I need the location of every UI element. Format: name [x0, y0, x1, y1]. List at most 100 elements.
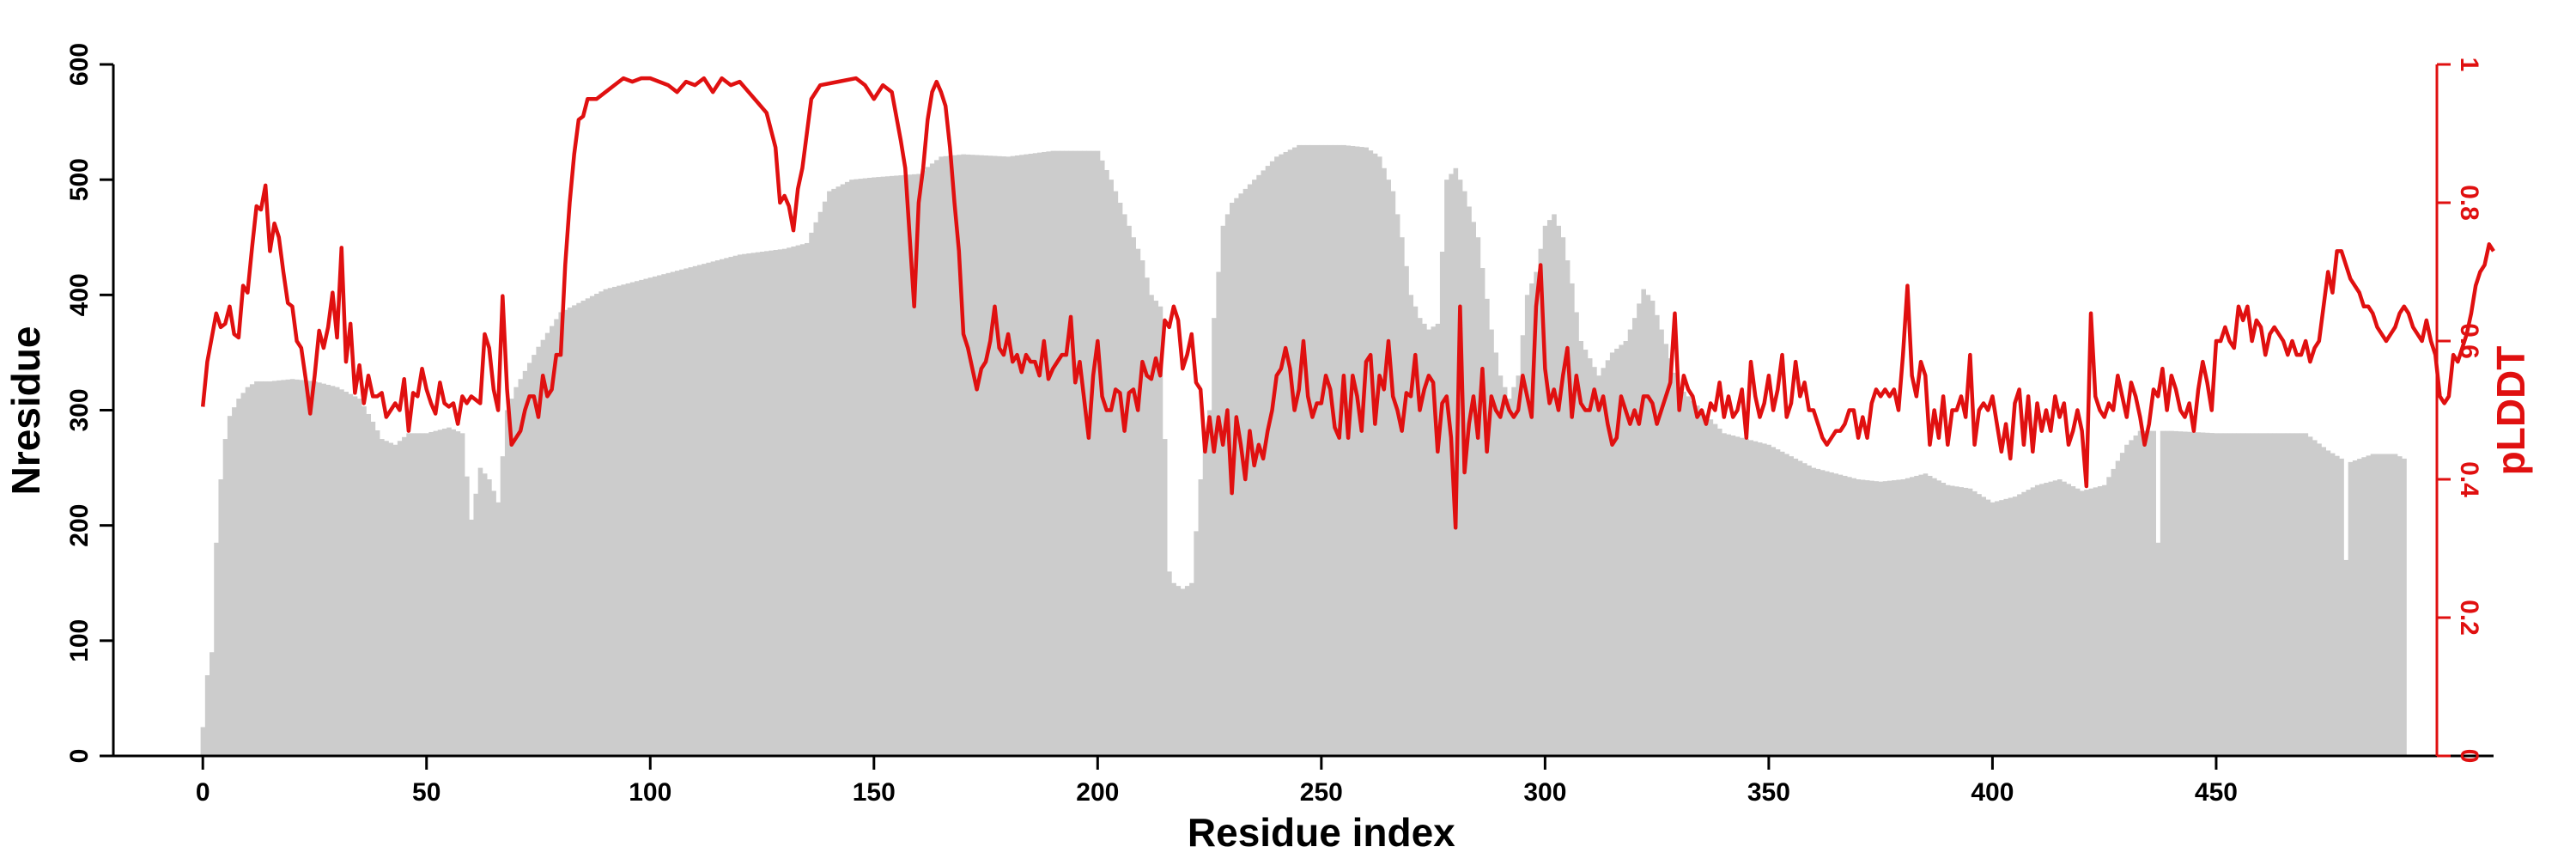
- bar: [1479, 268, 1485, 756]
- bar: [1422, 323, 1427, 757]
- bar: [862, 178, 868, 756]
- bar: [281, 380, 286, 756]
- bar: [370, 421, 376, 756]
- bar: [858, 179, 864, 757]
- bar: [374, 430, 380, 756]
- bar: [2034, 484, 2040, 756]
- bar: [1516, 375, 1522, 756]
- bar: [330, 386, 336, 756]
- y-tick-label: 200: [65, 504, 94, 547]
- bar: [1762, 443, 1767, 756]
- bar: [299, 380, 304, 756]
- bar: [232, 407, 237, 756]
- bar: [1194, 531, 1199, 757]
- bar: [1775, 449, 1781, 756]
- bar: [343, 392, 349, 756]
- bar: [1283, 151, 1289, 757]
- bar: [1766, 444, 1771, 756]
- x-tick-label: 250: [1300, 778, 1343, 807]
- bar: [1740, 437, 1745, 756]
- bar: [2397, 456, 2403, 756]
- bar: [683, 268, 689, 757]
- bar: [1614, 348, 1619, 756]
- bar: [1771, 447, 1777, 756]
- bar: [670, 271, 676, 756]
- bar: [1587, 358, 1593, 756]
- bar: [267, 381, 273, 756]
- y-tick-label: 400: [65, 273, 94, 316]
- bar: [1014, 155, 1020, 757]
- bar: [1354, 146, 1360, 756]
- bar: [769, 250, 774, 756]
- bar: [2285, 433, 2291, 756]
- bar: [1820, 470, 1826, 756]
- y-tick-label: 100: [65, 619, 94, 662]
- bar: [635, 281, 640, 757]
- bar: [2245, 433, 2251, 756]
- bar: [1206, 410, 1212, 756]
- bar: [674, 271, 680, 756]
- bar: [1838, 474, 1844, 756]
- bar: [2160, 430, 2166, 756]
- bar: [1099, 160, 1105, 756]
- bar: [598, 291, 604, 756]
- bar: [348, 393, 354, 756]
- bar: [1592, 367, 1597, 756]
- bar: [657, 275, 662, 756]
- bar: [406, 433, 411, 756]
- bar: [2317, 443, 2322, 756]
- bar: [1315, 144, 1320, 757]
- bar: [424, 433, 429, 756]
- bar: [1601, 368, 1607, 756]
- y2-ticks: 0 0.2 0.4 0.6 0.8 1: [2437, 58, 2483, 763]
- bar: [2388, 454, 2394, 756]
- bar: [1560, 237, 1566, 756]
- bar: [1109, 180, 1114, 757]
- bar: [1945, 484, 1951, 756]
- bar: [254, 381, 259, 756]
- bar: [665, 272, 671, 757]
- bar: [1341, 144, 1346, 757]
- bar: [983, 155, 989, 757]
- bar: [661, 274, 666, 756]
- bar: [1198, 479, 1204, 756]
- bar: [1990, 502, 1996, 756]
- bar: [1923, 473, 1929, 756]
- bar: [2227, 433, 2233, 756]
- bar: [1552, 214, 1557, 757]
- bar: [1538, 248, 1544, 756]
- y2-tick-label: 0.8: [2455, 185, 2483, 221]
- bar: [2021, 491, 2026, 756]
- bar: [2191, 431, 2196, 756]
- bar: [720, 259, 725, 756]
- bar: [2222, 433, 2228, 756]
- bar: [487, 479, 492, 756]
- bar: [1856, 479, 1862, 756]
- bar: [617, 285, 622, 757]
- bar: [214, 542, 219, 756]
- bar: [1493, 352, 1499, 756]
- bar: [2339, 458, 2344, 756]
- bar: [397, 441, 403, 756]
- bar: [1596, 375, 1601, 756]
- y2-axis-title: pLDDT: [2488, 346, 2533, 476]
- bar: [702, 264, 707, 756]
- bar: [1467, 206, 1472, 757]
- bar: [813, 222, 819, 756]
- x-tick-label: 350: [1747, 778, 1790, 807]
- y-tick-label: 300: [65, 388, 94, 431]
- bar: [1220, 225, 1226, 757]
- bar: [902, 174, 908, 757]
- bar: [1072, 150, 1078, 757]
- bar: [2182, 431, 2188, 756]
- bar: [1131, 237, 1136, 756]
- bar: [2321, 447, 2326, 756]
- bar: [1202, 444, 1208, 756]
- bar: [307, 381, 313, 756]
- bar: [2276, 433, 2281, 756]
- bar: [1712, 423, 1718, 756]
- bar: [1932, 478, 1937, 756]
- bar: [1382, 168, 1387, 756]
- bar: [1157, 306, 1163, 756]
